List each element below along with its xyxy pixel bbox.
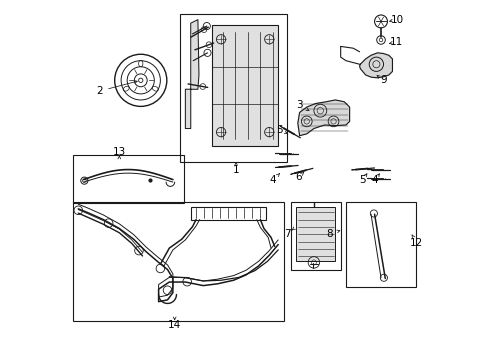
Bar: [345, 202, 415, 287]
Text: 5: 5: [276, 125, 283, 135]
Polygon shape: [297, 100, 349, 136]
Polygon shape: [280, 126, 284, 129]
Bar: [295, 207, 334, 261]
Text: 8: 8: [326, 229, 333, 239]
Bar: [290, 202, 340, 270]
Text: 12: 12: [409, 238, 423, 248]
Text: 7: 7: [283, 229, 290, 239]
Text: 5: 5: [358, 175, 364, 185]
Bar: [180, 14, 287, 162]
Text: 3: 3: [296, 100, 302, 110]
Polygon shape: [185, 20, 198, 129]
Text: 4: 4: [269, 175, 275, 185]
Bar: [212, 25, 278, 146]
Text: 1: 1: [232, 165, 239, 175]
Text: 14: 14: [167, 320, 181, 330]
Text: 2: 2: [96, 86, 103, 96]
Text: 9: 9: [379, 75, 386, 85]
Text: 11: 11: [389, 37, 402, 47]
Text: 6: 6: [295, 172, 301, 182]
Bar: [190, 207, 265, 220]
Polygon shape: [359, 53, 392, 78]
Text: 13: 13: [112, 147, 126, 157]
Text: 10: 10: [391, 15, 404, 25]
Text: 4: 4: [371, 175, 377, 185]
Bar: [73, 155, 183, 203]
Polygon shape: [290, 173, 294, 174]
Bar: [73, 202, 283, 321]
